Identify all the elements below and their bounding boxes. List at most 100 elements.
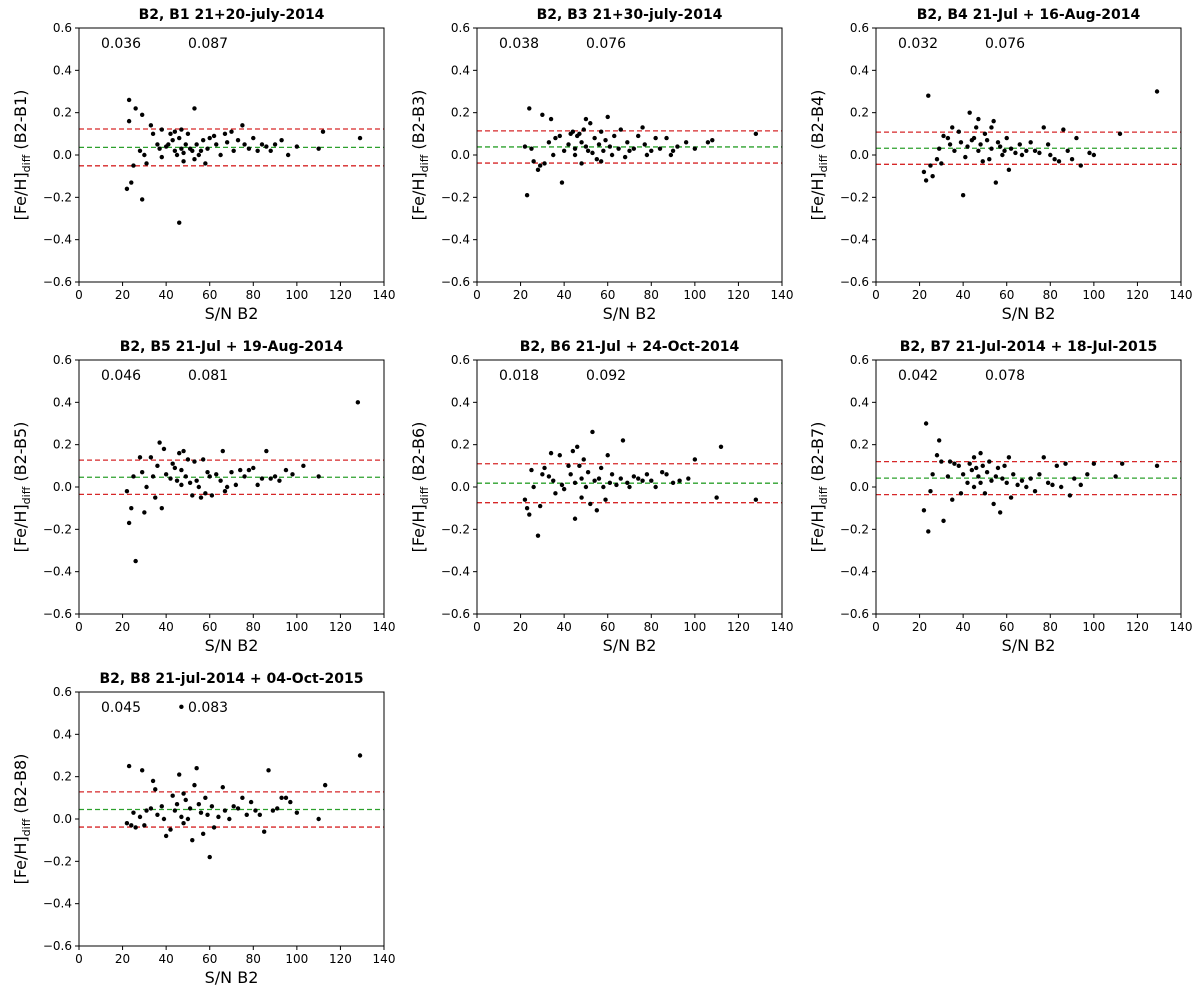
annotation-mean: 0.018 xyxy=(499,368,539,384)
data-point xyxy=(572,146,578,151)
data-point xyxy=(653,484,658,490)
data-point xyxy=(537,503,543,509)
data-point xyxy=(235,137,241,143)
data-point xyxy=(579,495,584,500)
data-point xyxy=(557,133,562,139)
data-point xyxy=(960,193,966,198)
data-point xyxy=(288,799,293,805)
data-point xyxy=(941,518,946,524)
data-point xyxy=(974,125,979,130)
y-tick-label: −0.2 xyxy=(441,522,470,536)
data-point xyxy=(627,484,632,490)
data-point xyxy=(192,106,197,111)
data-point xyxy=(583,144,589,149)
data-point xyxy=(272,474,278,479)
data-point xyxy=(294,810,300,815)
data-point xyxy=(259,142,265,147)
data-point xyxy=(1006,455,1012,460)
y-tick-label: 0.4 xyxy=(53,395,72,409)
data-point xyxy=(198,495,204,500)
annotation-mean: 0.045 xyxy=(101,700,141,716)
data-point xyxy=(605,114,610,120)
y-axis-label-main: [Fe/H] xyxy=(409,172,428,220)
data-point xyxy=(179,146,184,151)
data-point xyxy=(1019,152,1025,158)
x-tick-label: 100 xyxy=(1082,288,1105,302)
data-point xyxy=(209,804,215,809)
data-point xyxy=(137,148,143,153)
data-point xyxy=(246,467,252,473)
data-point xyxy=(1024,148,1029,153)
data-point xyxy=(1085,472,1090,477)
subplot-title: B2, B3 21+30-july-2014 xyxy=(537,7,723,23)
data-point xyxy=(1028,140,1033,145)
x-tick-label: 40 xyxy=(159,952,174,966)
data-point xyxy=(272,142,278,147)
data-point xyxy=(570,129,576,134)
data-point xyxy=(601,484,606,490)
x-tick-label: 0 xyxy=(75,620,83,634)
y-tick-label: −0.2 xyxy=(43,854,72,868)
data-point xyxy=(1006,167,1012,173)
data-point xyxy=(529,146,534,151)
subplot-title: B2, B4 21-Jul + 16-Aug-2014 xyxy=(917,7,1141,23)
x-tick-label: 100 xyxy=(683,620,706,634)
data-point xyxy=(644,152,650,158)
y-tick-label: −0.4 xyxy=(840,233,869,247)
data-point xyxy=(636,476,641,481)
data-point xyxy=(967,110,972,115)
data-point xyxy=(546,474,552,479)
data-point xyxy=(220,448,225,454)
data-point xyxy=(614,482,619,488)
data-point xyxy=(235,806,241,811)
x-tick-label: 0 xyxy=(872,288,880,302)
x-tick-label: 60 xyxy=(202,620,217,634)
data-point xyxy=(649,478,654,483)
data-point xyxy=(561,486,567,492)
data-point xyxy=(1008,495,1014,500)
data-point xyxy=(926,529,931,534)
data-point xyxy=(583,116,589,122)
data-point xyxy=(649,148,654,153)
data-point xyxy=(605,453,610,458)
data-point xyxy=(168,131,173,137)
data-point xyxy=(631,474,637,479)
data-point xyxy=(172,129,178,134)
subplot-5: B2, B6 21-Jul + 24-Oct-2014 0.018 0.092 0 20… xyxy=(409,339,793,655)
data-point xyxy=(185,457,191,462)
data-point xyxy=(1037,472,1042,477)
data-point xyxy=(214,472,219,477)
x-tick-label: 40 xyxy=(557,288,572,302)
x-tick-label: 60 xyxy=(600,620,615,634)
data-point xyxy=(222,489,228,494)
data-point xyxy=(974,465,979,471)
data-point xyxy=(257,812,263,817)
data-point xyxy=(187,806,193,811)
data-point xyxy=(644,472,650,477)
data-point xyxy=(978,450,983,456)
data-point xyxy=(357,135,363,141)
data-point xyxy=(976,148,981,153)
data-point xyxy=(155,463,160,469)
x-tick-label: 120 xyxy=(727,620,750,634)
y-tick-label: −0.2 xyxy=(441,190,470,204)
y-axis-label-sub: diff xyxy=(817,486,830,504)
annotation-mean: 0.032 xyxy=(898,36,938,52)
data-point xyxy=(625,140,630,145)
data-point xyxy=(670,480,676,485)
data-point xyxy=(995,465,1001,471)
data-point xyxy=(183,142,188,147)
data-point xyxy=(181,821,186,826)
data-point xyxy=(187,480,193,485)
annotation-mean: 0.046 xyxy=(101,368,141,384)
y-tick-label: 0.6 xyxy=(451,21,470,35)
y-tick-label: 0.4 xyxy=(451,395,470,409)
subplot-1: B2, B1 21+20-july-2014 0.036 0.087 0 20 40 60 8… xyxy=(11,7,395,323)
data-point xyxy=(1008,146,1014,151)
data-point xyxy=(941,133,946,139)
data-point xyxy=(190,837,195,843)
y-axis-label-suffix: (B2-B3) xyxy=(409,90,428,155)
x-tick-label: 120 xyxy=(329,620,352,634)
y-tick-label: −0.2 xyxy=(43,522,72,536)
data-point xyxy=(659,469,665,475)
